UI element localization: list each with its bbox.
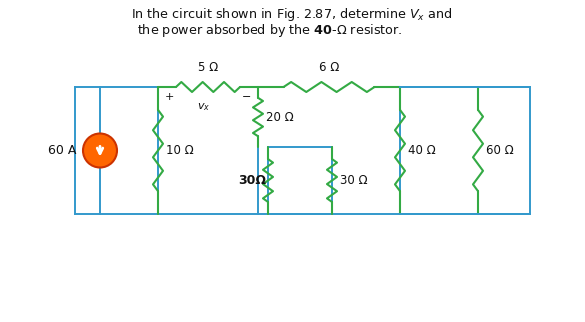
Circle shape (83, 134, 117, 167)
Text: the power absorbed by the $\mathbf{40}$‑Ω resistor.: the power absorbed by the $\mathbf{40}$‑… (137, 22, 403, 39)
Text: 20 Ω: 20 Ω (266, 110, 294, 124)
Text: 5 Ω: 5 Ω (198, 61, 218, 74)
Text: $v_x$: $v_x$ (197, 101, 211, 113)
Text: +: + (165, 92, 174, 102)
Text: 10 Ω: 10 Ω (166, 144, 194, 157)
Text: In the circuit shown in Fig. 2.87, determine $V_x$ and: In the circuit shown in Fig. 2.87, deter… (131, 6, 453, 23)
Text: 6 Ω: 6 Ω (319, 61, 339, 74)
Text: 40 Ω: 40 Ω (408, 144, 436, 157)
Text: 60 A: 60 A (47, 144, 76, 157)
Text: −: − (242, 92, 251, 102)
Text: 60 Ω: 60 Ω (486, 144, 514, 157)
Text: 30Ω: 30Ω (238, 174, 266, 187)
Text: 30 Ω: 30 Ω (340, 174, 367, 187)
